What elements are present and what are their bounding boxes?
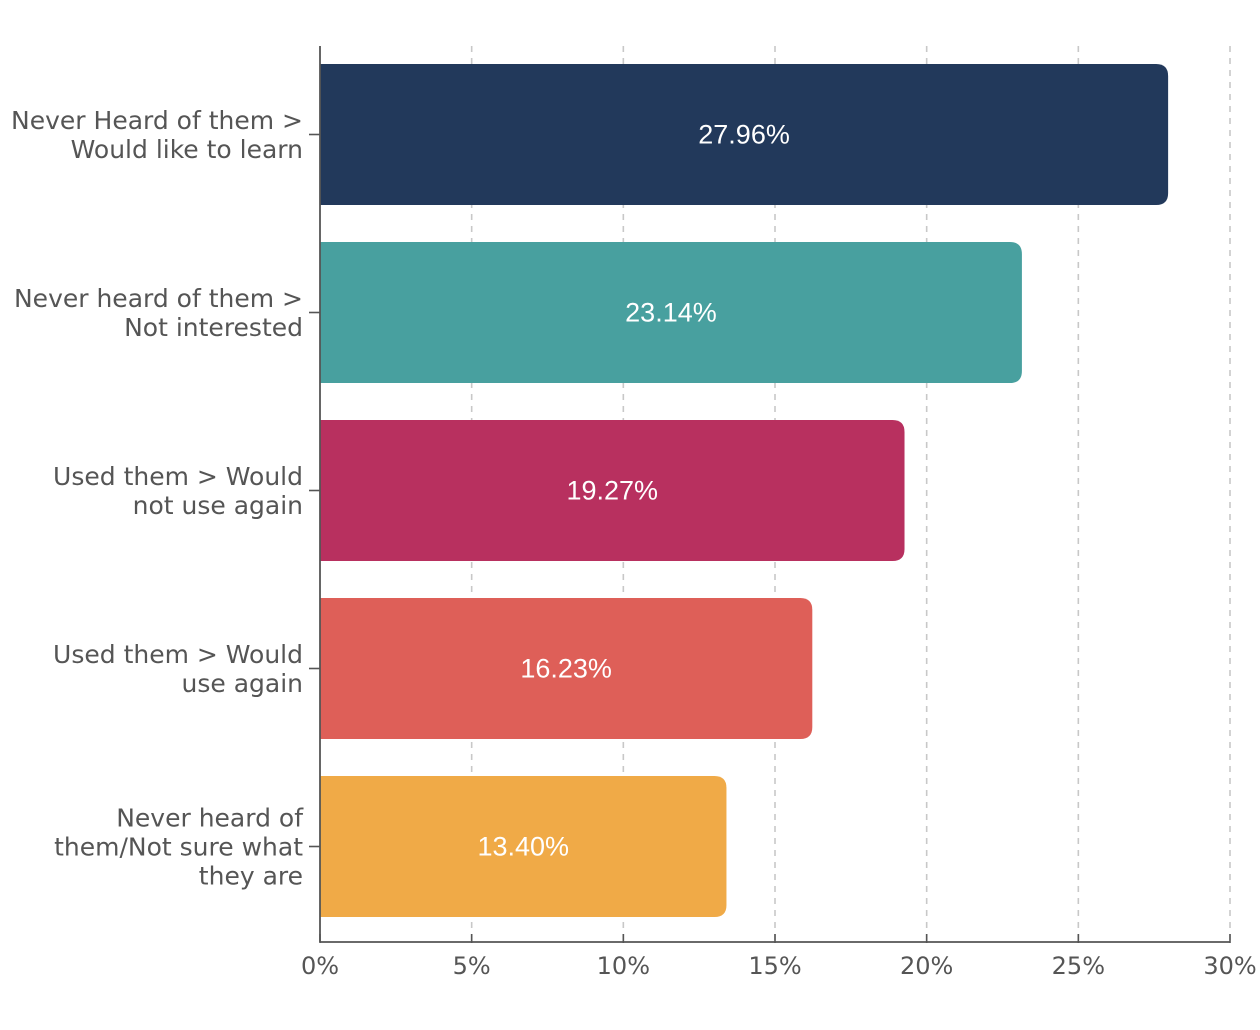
- bars: [320, 64, 1169, 917]
- category-label: Never heard of them/Not sure what they are: [54, 804, 304, 891]
- category-label: Never heard of them > Not interested: [14, 284, 303, 342]
- x-tick-label: 30%: [1203, 952, 1256, 980]
- x-tick-label: 15%: [748, 952, 801, 980]
- category-labels: Never Heard of them > Would like to learn…: [11, 106, 304, 891]
- bar: [320, 64, 1169, 205]
- data-label: 23.14%: [625, 298, 717, 328]
- data-label: 19.27%: [566, 476, 658, 506]
- bar: [320, 776, 727, 917]
- x-tick-label: 10%: [597, 952, 650, 980]
- x-tick-labels: 0% 5% 10% 15% 20% 25% 30%: [301, 952, 1257, 980]
- bar: [320, 420, 905, 561]
- category-label: Used them > Would use again: [53, 640, 303, 698]
- category-label: Never Heard of them > Would like to learn: [11, 106, 303, 164]
- x-tick-label: 20%: [900, 952, 953, 980]
- x-tick-label: 25%: [1052, 952, 1105, 980]
- data-label: 13.40%: [477, 832, 569, 862]
- data-label: 16.23%: [520, 654, 612, 684]
- category-label: Used them > Would not use again: [53, 462, 303, 520]
- bar: [320, 242, 1022, 383]
- axes: [309, 46, 1231, 943]
- x-tick-label: 5%: [453, 952, 491, 980]
- x-tick-label: 0%: [301, 952, 339, 980]
- data-label: 27.96%: [698, 120, 790, 150]
- bar: [320, 598, 813, 739]
- data-labels: 27.96% 23.14% 19.27% 16.23% 13.40%: [477, 120, 789, 862]
